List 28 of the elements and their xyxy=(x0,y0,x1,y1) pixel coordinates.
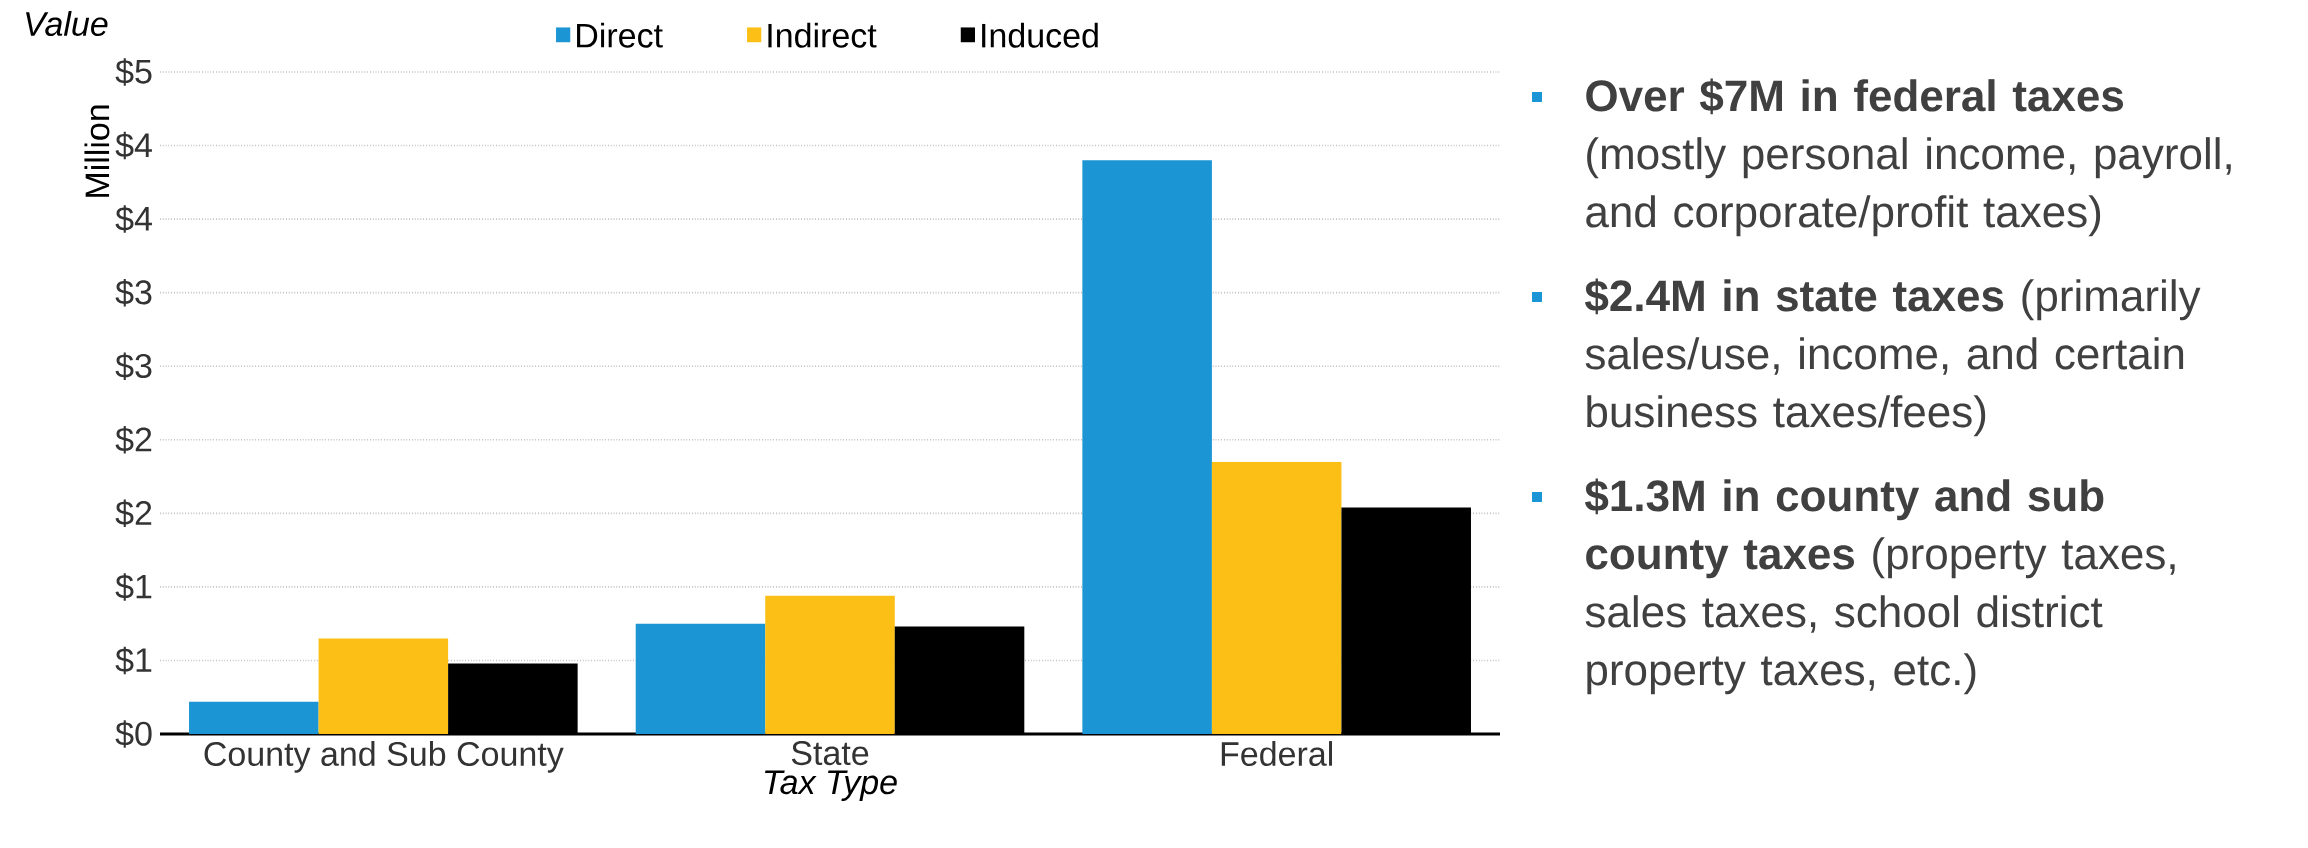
legend-label: Direct xyxy=(577,22,663,48)
bar xyxy=(1211,461,1342,734)
y-tick-label: $4 xyxy=(115,131,152,160)
text: Value xyxy=(26,11,108,37)
bar xyxy=(765,595,895,734)
bar xyxy=(1082,160,1212,734)
y-axis-title: Million xyxy=(84,105,110,197)
x-axis-title: Tax Type xyxy=(765,770,897,801)
bar xyxy=(189,701,319,734)
y-tick-label: $2 xyxy=(115,499,152,528)
y-tick-label: $0 xyxy=(115,720,152,748)
y-tick-label: $3 xyxy=(115,278,152,307)
x-tick-label: State xyxy=(791,741,869,766)
x-tick-label: County and Sub County xyxy=(204,741,564,773)
text: $2.4M in state taxes (primarily sales/use, income, and certain business taxes/fees) xyxy=(1584,278,2201,437)
legend-label: Indirect xyxy=(768,22,877,48)
x-tick-label: Federal xyxy=(1221,741,1333,767)
y-tick-label: $3 xyxy=(115,352,152,380)
bar xyxy=(635,623,766,734)
y-tick-label: $4 xyxy=(115,205,152,233)
bar xyxy=(318,638,449,734)
legend-label: Induced xyxy=(982,22,1098,48)
y-tick-label: $2 xyxy=(115,426,152,454)
y-tick-label: $1 xyxy=(115,646,152,675)
text: Over $7M in federal taxes (mostly personal income, payroll, and corporate/profit taxes) xyxy=(1586,78,2231,237)
y-tick-label: $1 xyxy=(115,573,152,601)
y-tick-label: $5 xyxy=(115,58,152,86)
text: $1.3M in county and sub county taxes (property taxes, sales taxes, school district property taxes, etc.) xyxy=(1584,478,2175,695)
